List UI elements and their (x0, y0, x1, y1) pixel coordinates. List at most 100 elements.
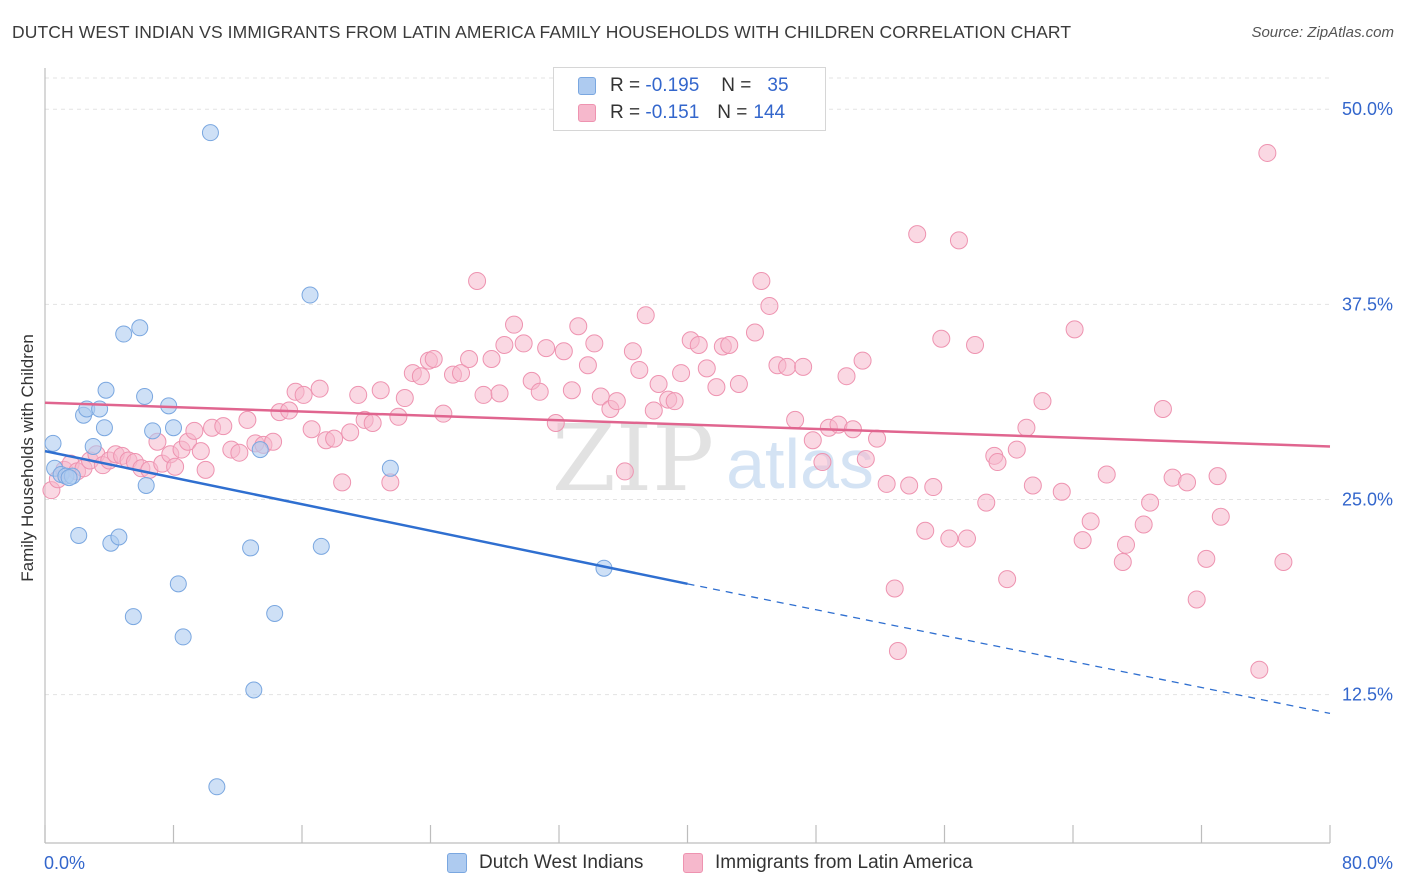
point-immigrants-latin-america (729, 375, 748, 393)
point-dutch-west-indians (44, 434, 62, 452)
point-dutch-west-indians (84, 437, 102, 455)
axes (44, 68, 1331, 844)
point-immigrants-latin-america (191, 442, 210, 461)
point-immigrants-latin-america (264, 432, 283, 451)
point-immigrants-latin-america (514, 334, 533, 353)
point-immigrants-latin-america (916, 521, 935, 540)
point-dutch-west-indians (131, 319, 149, 337)
point-immigrants-latin-america (1258, 143, 1277, 162)
point-immigrants-latin-america (452, 364, 471, 383)
bottom-legend-immigrants-latin-america: Immigrants from Latin America (683, 852, 973, 874)
point-immigrants-latin-america (537, 339, 556, 358)
point-immigrants-latin-america (530, 382, 549, 401)
point-immigrants-latin-america (745, 323, 764, 342)
point-immigrants-latin-america (1250, 660, 1269, 679)
point-immigrants-latin-america (623, 342, 642, 361)
point-dutch-west-indians (124, 608, 142, 626)
point-immigrants-latin-america (760, 296, 779, 315)
point-dutch-west-indians (115, 325, 133, 343)
point-dutch-west-indians (70, 526, 88, 544)
point-immigrants-latin-america (1113, 552, 1132, 571)
point-immigrants-latin-america (900, 476, 919, 495)
point-dutch-west-indians (136, 387, 154, 405)
point-immigrants-latin-america (977, 493, 996, 512)
legend-r-value: -0.151 (645, 102, 700, 123)
point-immigrants-latin-america (1065, 320, 1084, 339)
point-immigrants-latin-america (490, 384, 509, 403)
point-dutch-west-indians (144, 422, 162, 440)
point-immigrants-latin-america (885, 579, 904, 598)
point-dutch-west-indians (245, 681, 263, 699)
grid-lines (45, 77, 1330, 696)
point-immigrants-latin-america (310, 379, 329, 398)
point-immigrants-latin-america (877, 474, 896, 493)
point-immigrants-latin-america (505, 315, 524, 334)
point-immigrants-latin-america (837, 367, 856, 386)
bottom-legend-swatch-pink (683, 853, 703, 873)
legend-n-value: 144 (753, 102, 786, 123)
series-immigrants-latin-america (42, 143, 1293, 679)
x-tick-label-min: 0.0% (44, 853, 85, 873)
point-immigrants-latin-america (966, 335, 985, 354)
point-immigrants-latin-america (1097, 465, 1116, 484)
point-immigrants-latin-america (1081, 512, 1100, 531)
point-dutch-west-indians (95, 419, 113, 437)
point-immigrants-latin-america (644, 401, 663, 420)
point-immigrants-latin-america (752, 271, 771, 290)
trend-lines (44, 401, 1331, 715)
point-immigrants-latin-america (349, 385, 368, 404)
y-tick-label: 25.0% (1342, 490, 1393, 510)
point-immigrants-latin-america (1153, 399, 1172, 418)
point-immigrants-latin-america (546, 414, 565, 433)
point-immigrants-latin-america (554, 342, 573, 361)
point-immigrants-latin-america (1052, 482, 1071, 501)
point-immigrants-latin-america (562, 381, 581, 400)
point-immigrants-latin-america (615, 462, 634, 481)
point-immigrants-latin-america (1211, 507, 1230, 526)
point-dutch-west-indians (97, 381, 115, 399)
point-dutch-west-indians (208, 778, 226, 796)
point-immigrants-latin-america (794, 357, 813, 376)
point-immigrants-latin-america (341, 423, 360, 442)
point-immigrants-latin-america (868, 429, 887, 448)
y-tick-label: 12.5% (1342, 685, 1393, 705)
legend-n-label: N = (717, 102, 748, 123)
point-immigrants-latin-america (1134, 515, 1153, 534)
point-immigrants-latin-america (411, 367, 430, 386)
tick-labels: 12.5% 25.0% 37.5% 50.0% 0.0% 80.0% (44, 99, 1393, 873)
trend-line-immigrants-latin-america (44, 401, 1331, 448)
point-dutch-west-indians (381, 459, 399, 477)
point-immigrants-latin-america (924, 478, 943, 497)
point-immigrants-latin-america (1197, 549, 1216, 568)
point-immigrants-latin-america (1117, 535, 1136, 554)
point-immigrants-latin-america (932, 329, 951, 348)
point-immigrants-latin-america (1073, 531, 1092, 550)
point-immigrants-latin-america (672, 364, 691, 383)
point-immigrants-latin-america (856, 449, 875, 468)
point-dutch-west-indians (60, 469, 78, 487)
point-immigrants-latin-america (1208, 467, 1227, 486)
point-dutch-west-indians (137, 476, 155, 494)
point-dutch-west-indians (266, 605, 284, 622)
bottom-legend-label-blue: Dutch West Indians (479, 852, 644, 873)
point-immigrants-latin-america (1141, 493, 1160, 512)
point-dutch-west-indians (242, 539, 260, 557)
point-immigrants-latin-america (482, 350, 501, 369)
point-dutch-west-indians (251, 441, 269, 459)
point-immigrants-latin-america (697, 359, 716, 378)
point-immigrants-latin-america (949, 231, 968, 250)
point-immigrants-latin-america (636, 306, 655, 325)
legend-r-label: R = (610, 75, 641, 96)
legend-r-label: R = (610, 102, 641, 123)
point-immigrants-latin-america (1017, 418, 1036, 437)
point-immigrants-latin-america (371, 381, 390, 400)
point-immigrants-latin-america (778, 357, 797, 376)
bottom-legend-label-pink: Immigrants from Latin America (715, 852, 973, 873)
point-immigrants-latin-america (302, 420, 321, 439)
legend-r-value: -0.195 (645, 75, 700, 96)
legend-n-label: N = (721, 75, 752, 96)
y-tick-label: 50.0% (1342, 99, 1393, 119)
point-immigrants-latin-america (460, 350, 479, 369)
point-immigrants-latin-america (888, 641, 907, 660)
